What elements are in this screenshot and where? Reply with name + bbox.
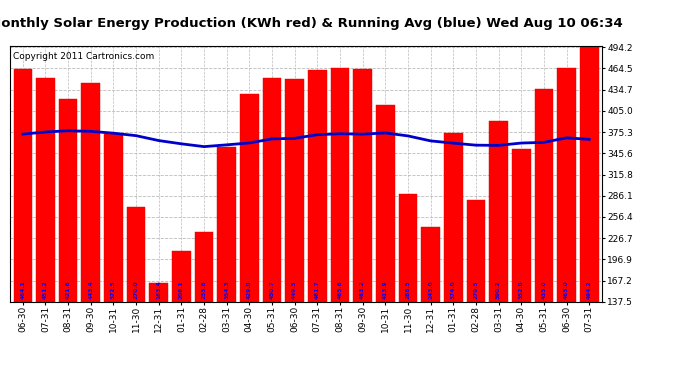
Bar [353, 69, 372, 302]
Text: 449.5: 449.5 [292, 280, 297, 299]
Bar [422, 226, 440, 302]
Text: 372.5: 372.5 [111, 280, 116, 299]
Text: Monthly Solar Energy Production (KWh red) & Running Avg (blue) Wed Aug 10 06:34: Monthly Solar Energy Production (KWh red… [0, 17, 623, 30]
Text: 463.2: 463.2 [360, 280, 365, 299]
Text: 235.8: 235.8 [201, 280, 206, 299]
Bar [308, 70, 326, 302]
Text: Copyright 2011 Cartronics.com: Copyright 2011 Cartronics.com [13, 52, 155, 61]
Text: 421.6: 421.6 [66, 280, 70, 299]
Bar [59, 99, 77, 302]
Bar [240, 94, 259, 302]
Bar [535, 90, 553, 302]
Text: 270.0: 270.0 [134, 280, 139, 299]
Bar [263, 78, 282, 302]
Text: 494.2: 494.2 [586, 280, 592, 299]
Text: 464.1: 464.1 [20, 280, 26, 299]
Bar [172, 252, 190, 302]
Text: 288.5: 288.5 [406, 280, 411, 299]
Bar [217, 147, 236, 302]
Bar [489, 122, 508, 302]
Bar [195, 232, 213, 302]
Text: 208.1: 208.1 [179, 280, 184, 299]
Bar [580, 47, 598, 302]
Text: 443.4: 443.4 [88, 280, 93, 299]
Text: 352.0: 352.0 [519, 280, 524, 299]
Bar [331, 68, 349, 302]
Bar [14, 69, 32, 302]
Text: 279.5: 279.5 [473, 280, 478, 299]
Bar [376, 105, 395, 302]
Text: 390.2: 390.2 [496, 280, 501, 299]
Bar [36, 78, 55, 302]
Text: 461.7: 461.7 [315, 280, 320, 299]
Text: 413.9: 413.9 [383, 280, 388, 299]
Bar [104, 134, 123, 302]
Bar [150, 284, 168, 302]
Text: 429.0: 429.0 [247, 280, 252, 299]
Bar [286, 79, 304, 302]
Bar [558, 68, 576, 302]
Text: 435.0: 435.0 [542, 280, 546, 299]
Text: 465.0: 465.0 [564, 280, 569, 299]
Bar [127, 207, 146, 302]
Text: 354.3: 354.3 [224, 280, 229, 299]
Text: 451.2: 451.2 [43, 280, 48, 299]
Text: 374.0: 374.0 [451, 280, 456, 299]
Bar [81, 84, 100, 302]
Text: 465.6: 465.6 [337, 280, 342, 299]
Text: 450.7: 450.7 [270, 280, 275, 299]
Text: 243.0: 243.0 [428, 280, 433, 299]
Bar [466, 201, 485, 302]
Bar [444, 133, 462, 302]
Bar [512, 149, 531, 302]
Bar [399, 194, 417, 302]
Text: 163.4: 163.4 [156, 280, 161, 299]
